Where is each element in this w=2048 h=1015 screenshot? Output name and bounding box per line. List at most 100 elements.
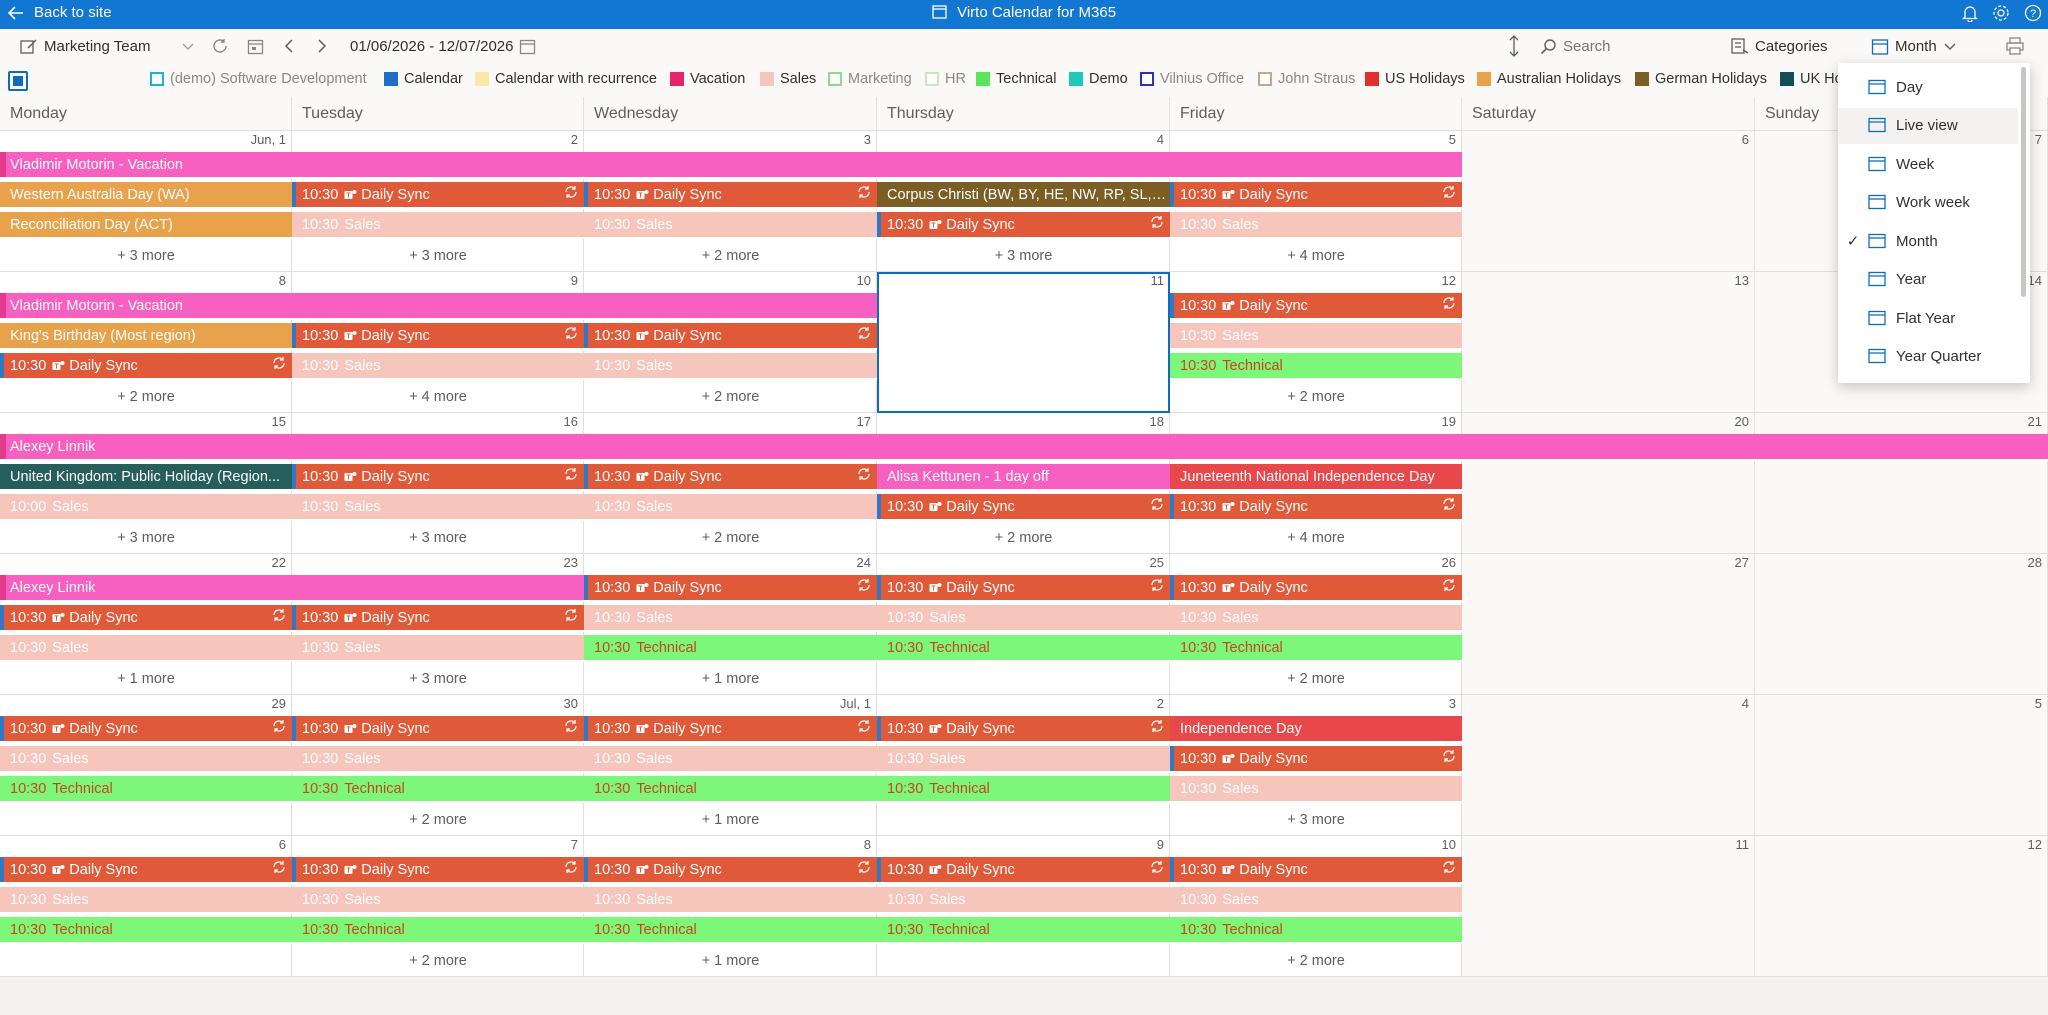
more-events-link[interactable]: + 1 more	[117, 671, 175, 687]
select-all-checkbox[interactable]	[8, 71, 28, 91]
event-sales[interactable]: 10:30 Sales	[292, 887, 584, 914]
event-daily-sync[interactable]: 10:30 T Daily Sync	[877, 857, 1170, 884]
event-daily-sync[interactable]: 10:30 T Daily Sync	[877, 575, 1170, 602]
event-daily-sync[interactable]: 10:30 T Daily Sync	[292, 464, 584, 491]
more-events-link[interactable]: + 2 more	[409, 953, 467, 969]
legend-item[interactable]: UK Ho	[1780, 71, 1843, 87]
event-sales[interactable]: 10:30 Sales	[1170, 212, 1462, 239]
event-technical[interactable]: 10:30 Technical	[292, 776, 584, 803]
event-sales[interactable]: 10:30 Sales	[0, 887, 292, 914]
view-option-year-quarter[interactable]: Year Quarter	[1838, 339, 2018, 375]
day-cell[interactable]: 5	[1755, 695, 2048, 836]
more-events-link[interactable]: + 4 more	[1287, 248, 1345, 264]
event-sales[interactable]: 10:30 Sales	[584, 887, 877, 914]
calendar-dropdown-button[interactable]	[181, 29, 195, 63]
legend-item[interactable]: HR	[925, 71, 966, 87]
legend-item[interactable]: Technical	[976, 71, 1056, 87]
event-technical[interactable]: 10:30 Technical	[584, 776, 877, 803]
expand-vertical-button[interactable]	[1508, 29, 1520, 63]
event-daily-sync[interactable]: 10:30 T Daily Sync	[292, 605, 584, 632]
event-us[interactable]: Juneteenth National Independence Day	[1170, 464, 1462, 491]
event-sales[interactable]: 10:30 Sales	[877, 605, 1170, 632]
event-sales[interactable]: 10:30 Sales	[292, 212, 584, 239]
event-daily-sync[interactable]: 10:30 T Daily Sync	[292, 182, 584, 209]
view-option-year[interactable]: Year	[1838, 262, 2018, 298]
event-daily-sync[interactable]: 10:30 T Daily Sync	[1170, 182, 1462, 209]
more-events-link[interactable]: + 4 more	[409, 389, 467, 405]
more-events-link[interactable]: + 2 more	[1287, 953, 1345, 969]
event-daily-sync[interactable]: 10:30 T Daily Sync	[584, 182, 877, 209]
event-technical[interactable]: 10:30 Technical	[584, 917, 877, 944]
view-option-day[interactable]: Day	[1838, 69, 2018, 105]
event-daily-sync[interactable]: 10:30 T Daily Sync	[584, 464, 877, 491]
event-daily-sync[interactable]: 10:30 T Daily Sync	[877, 716, 1170, 743]
day-cell[interactable]: 4	[1462, 695, 1755, 836]
search-input[interactable]	[1563, 37, 1683, 55]
event-sales[interactable]: 10:30 Sales	[1170, 323, 1462, 350]
more-events-link[interactable]: + 3 more	[409, 248, 467, 264]
more-events-link[interactable]: + 2 more	[1287, 671, 1345, 687]
event-daily-sync[interactable]: 10:30 T Daily Sync	[1170, 494, 1462, 521]
legend-item[interactable]: Vilnius Office	[1140, 71, 1244, 87]
today-button[interactable]	[247, 29, 264, 63]
day-cell[interactable]: 11	[877, 272, 1170, 413]
event-sales[interactable]: 10:30 Sales	[584, 746, 877, 773]
more-events-link[interactable]: + 3 more	[994, 248, 1053, 264]
legend-item[interactable]: Demo	[1069, 71, 1128, 87]
more-events-link[interactable]: + 3 more	[409, 530, 467, 546]
legend-item[interactable]: Calendar	[384, 71, 463, 87]
back-to-site-link[interactable]: Back to site	[8, 4, 112, 21]
event-sales[interactable]: 10:30 Sales	[0, 635, 292, 662]
event-sales[interactable]: 10:30 Sales	[1170, 776, 1462, 803]
event-daily-sync[interactable]: 10:30 T Daily Sync	[584, 857, 877, 884]
event-aus[interactable]: Reconciliation Day (ACT)	[0, 212, 292, 239]
event-technical[interactable]: 10:30 Technical	[292, 917, 584, 944]
event-daily-sync[interactable]: 10:30 T Daily Sync	[292, 857, 584, 884]
more-events-link[interactable]: + 3 more	[1287, 812, 1345, 828]
menu-scrollbar[interactable]	[2021, 67, 2026, 297]
event-daily-sync[interactable]: 10:30 T Daily Sync	[584, 716, 877, 743]
event-sales[interactable]: 10:00 Sales	[0, 494, 292, 521]
legend-item[interactable]: US Holidays	[1365, 71, 1465, 87]
gear-icon[interactable]	[1992, 4, 2010, 22]
event-us[interactable]: Independence Day	[1170, 716, 1462, 743]
more-events-link[interactable]: + 2 more	[701, 389, 760, 405]
event-technical[interactable]: 10:30 Technical	[1170, 917, 1462, 944]
event-daily-sync[interactable]: 10:30 T Daily Sync	[0, 716, 292, 743]
more-events-link[interactable]: + 3 more	[117, 248, 175, 264]
print-button[interactable]	[2006, 29, 2024, 63]
view-option-work-week[interactable]: Work week	[1838, 185, 2018, 221]
event-daily-sync[interactable]: 10:30 T Daily Sync	[1170, 857, 1462, 884]
refresh-button[interactable]	[211, 29, 229, 63]
event-sales[interactable]: 10:30 Sales	[877, 887, 1170, 914]
view-option-month[interactable]: ✓ Month	[1838, 223, 2018, 259]
event-technical[interactable]: 10:30 Technical	[1170, 635, 1462, 662]
more-events-link[interactable]: + 2 more	[117, 389, 175, 405]
day-cell[interactable]: 13	[1462, 272, 1755, 413]
event-daily-sync[interactable]: 10:30 T Daily Sync	[584, 575, 877, 602]
event-daily-sync[interactable]: 10:30 T Daily Sync	[1170, 293, 1462, 320]
event-technical[interactable]: 10:30 Technical	[1170, 353, 1462, 380]
event-daily-sync[interactable]: 10:30 T Daily Sync	[584, 323, 877, 350]
event-sales[interactable]: 10:30 Sales	[584, 212, 877, 239]
previous-button[interactable]	[283, 29, 295, 63]
event-sales[interactable]: 10:30 Sales	[877, 746, 1170, 773]
bell-icon[interactable]	[1962, 4, 1978, 22]
day-cell[interactable]: 27	[1462, 554, 1755, 695]
event-vac[interactable]: Vladimir Motorin - Vacation	[0, 293, 877, 320]
more-events-link[interactable]: + 2 more	[409, 812, 467, 828]
event-pinkoff[interactable]: Alisa Kettunen - 1 day off	[877, 464, 1170, 491]
event-sales[interactable]: 10:30 Sales	[584, 494, 877, 521]
legend-item[interactable]: German Holidays	[1635, 71, 1767, 87]
event-vac[interactable]: Alexey Linnik	[0, 434, 2048, 461]
more-events-link[interactable]: + 1 more	[701, 671, 760, 687]
date-range-picker[interactable]: 01/06/2026 - 12/07/2026	[350, 29, 536, 63]
event-sales[interactable]: 10:30 Sales	[1170, 605, 1462, 632]
event-sales[interactable]: 10:30 Sales	[0, 746, 292, 773]
more-events-link[interactable]: + 2 more	[701, 248, 760, 264]
more-events-link[interactable]: + 3 more	[117, 530, 175, 546]
event-technical[interactable]: 10:30 Technical	[877, 776, 1170, 803]
day-cell[interactable]: 6	[1462, 131, 1755, 272]
event-technical[interactable]: 10:30 Technical	[877, 635, 1170, 662]
event-sales[interactable]: 10:30 Sales	[584, 353, 877, 380]
